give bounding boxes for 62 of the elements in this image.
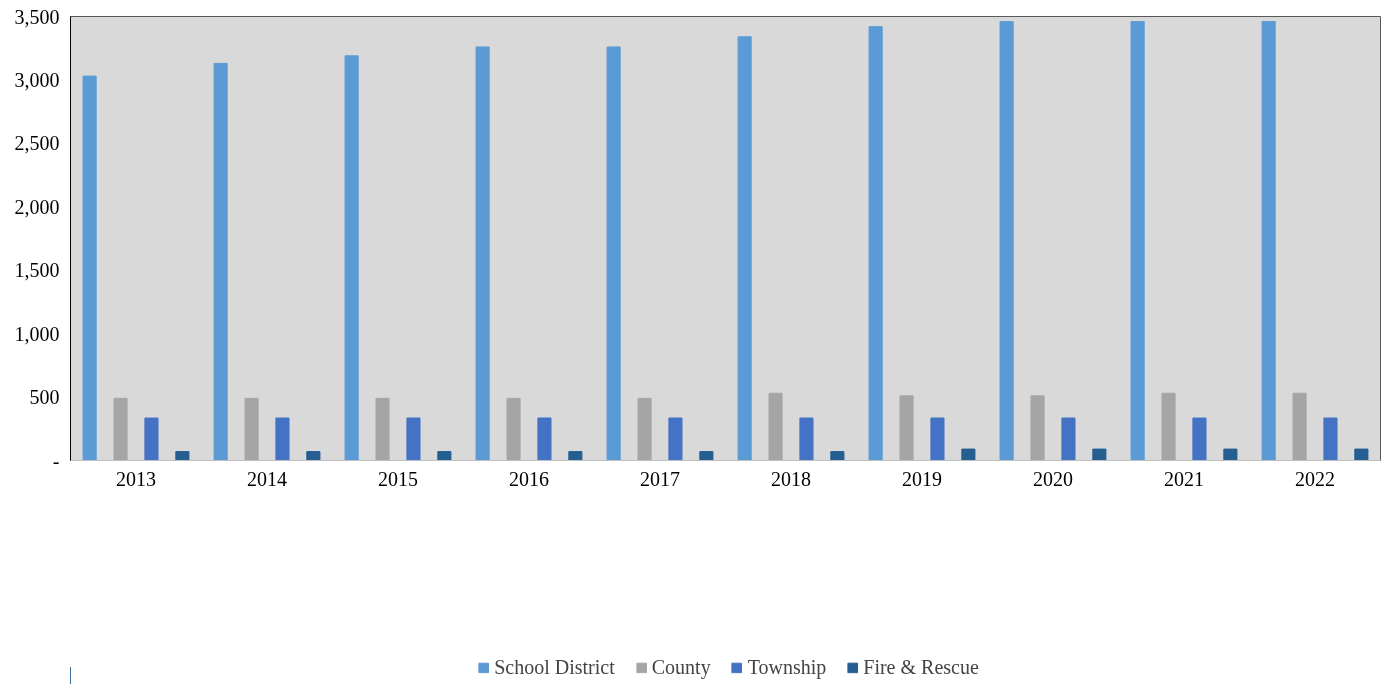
bar — [568, 451, 583, 461]
bar — [637, 397, 652, 461]
bar — [1061, 417, 1076, 461]
y-tick-label: 2,000 — [14, 195, 60, 218]
x-tick-label: 2013 — [116, 467, 156, 490]
bar — [537, 417, 552, 461]
bar — [668, 417, 683, 461]
x-tick-label: 2017 — [640, 467, 680, 490]
bar — [344, 55, 359, 461]
bar — [999, 21, 1014, 461]
x-tick-label: 2022 — [1295, 467, 1335, 490]
bar — [1130, 21, 1145, 461]
y-tick-label: - — [52, 449, 60, 472]
bar — [144, 417, 159, 461]
bar — [1161, 392, 1176, 461]
bar — [506, 397, 521, 461]
bar — [1092, 448, 1107, 461]
bar — [699, 451, 714, 461]
bar — [375, 397, 390, 461]
bar — [899, 395, 914, 461]
legend-label: County — [651, 655, 711, 679]
legend-label: Fire & Rescue — [863, 655, 979, 679]
x-tick-label: 2016 — [509, 467, 549, 490]
bar — [606, 46, 621, 461]
x-tick-label: 2019 — [902, 467, 942, 490]
bar — [437, 451, 452, 461]
x-tick-label: 2018 — [771, 467, 811, 490]
bar — [475, 46, 490, 461]
bar — [213, 62, 228, 461]
bar — [1030, 395, 1045, 461]
bar — [113, 397, 128, 461]
y-tick-label: 3,000 — [14, 68, 60, 91]
bar — [82, 75, 97, 461]
bar — [868, 26, 883, 461]
bar — [306, 451, 321, 461]
x-tick-label: 2014 — [247, 467, 287, 490]
x-tick-label: 2015 — [378, 467, 418, 490]
bar — [1192, 417, 1207, 461]
bar — [830, 451, 845, 461]
y-tick-label: 3,500 — [14, 5, 60, 28]
bar — [1223, 448, 1238, 461]
bar — [961, 448, 976, 461]
bar — [799, 417, 814, 461]
y-tick-label: 500 — [29, 386, 60, 409]
bar — [275, 417, 290, 461]
bar — [1354, 448, 1369, 461]
bar — [1261, 21, 1276, 461]
x-tick-label: 2020 — [1033, 467, 1073, 490]
bar — [1292, 392, 1307, 461]
bar — [768, 392, 783, 461]
bar — [1323, 417, 1338, 461]
legend-label: School District — [494, 655, 615, 679]
y-tick-label: 2,500 — [14, 132, 60, 155]
y-tick-label: 1,500 — [14, 259, 60, 282]
legend-label: Township — [747, 655, 827, 679]
bar — [737, 36, 752, 461]
bar — [930, 417, 945, 461]
bar — [244, 397, 259, 461]
bar — [406, 417, 421, 461]
x-tick-label: 2021 — [1164, 467, 1204, 490]
bar — [175, 451, 190, 461]
y-tick-label: 1,000 — [14, 322, 60, 345]
